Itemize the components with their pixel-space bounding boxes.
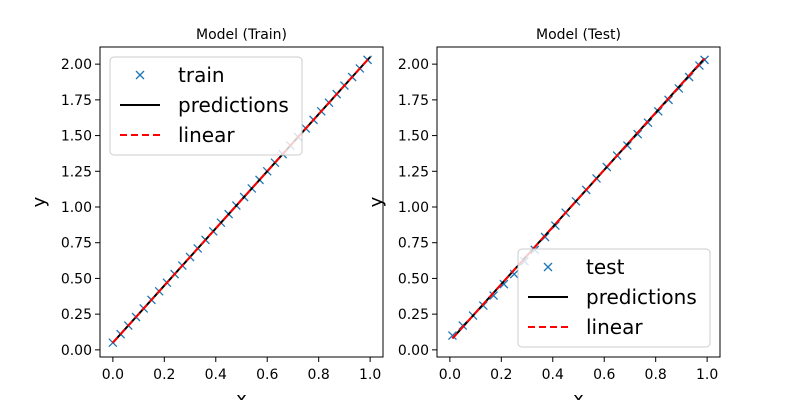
legend-label: test bbox=[586, 255, 625, 279]
x-axis-label: x bbox=[236, 389, 247, 400]
x-tick-label: 0.4 bbox=[542, 367, 564, 383]
y-tick-label: 0.00 bbox=[61, 343, 92, 359]
data-point bbox=[489, 291, 499, 301]
legend-entry-train: train bbox=[135, 63, 225, 87]
chart-title: Model (Test) bbox=[536, 27, 621, 43]
series-line-linear bbox=[112, 56, 371, 344]
legend-entry-predictions: predictions bbox=[528, 285, 697, 309]
legend-entry-linear: linear bbox=[528, 315, 643, 339]
chart-panel-1: Model (Train) 0.0 0.2 0.4 0.6 0.8 1.0 0.00 0.25 0… bbox=[29, 27, 384, 400]
legend-label: predictions bbox=[586, 285, 697, 309]
x-tick-label: 0.6 bbox=[593, 367, 615, 383]
x-tick-label: 1.0 bbox=[696, 367, 718, 383]
y-tick-label: 2.00 bbox=[398, 57, 429, 73]
x-tick-label: 0.2 bbox=[153, 367, 175, 383]
y-tick-label: 1.25 bbox=[398, 164, 429, 180]
x-tick-label: 0.0 bbox=[439, 367, 461, 383]
legend-label: linear bbox=[586, 315, 643, 339]
y-tick-label: 0.50 bbox=[61, 271, 92, 287]
y-tick-label: 1.25 bbox=[61, 164, 92, 180]
data-point bbox=[499, 279, 509, 289]
y-tick-label: 1.75 bbox=[398, 93, 429, 109]
legend-marker bbox=[543, 262, 553, 272]
y-tick-label: 0.50 bbox=[398, 271, 429, 287]
y-tick-label: 0.00 bbox=[398, 343, 429, 359]
y-tick-label: 0.25 bbox=[61, 307, 92, 323]
y-tick-label: 0.25 bbox=[398, 307, 429, 323]
y-tick-label: 1.00 bbox=[398, 200, 429, 216]
legend-label: train bbox=[178, 63, 225, 87]
legend-label: predictions bbox=[178, 93, 289, 117]
y-tick-label: 0.75 bbox=[61, 236, 92, 252]
x-tick-label: 0.8 bbox=[645, 367, 667, 383]
data-point bbox=[447, 331, 457, 341]
legend: train predictions linear bbox=[109, 56, 303, 156]
chart-title: Model (Train) bbox=[196, 27, 287, 43]
chart-panel-2: Model (Test) 0.0 0.2 0.4 0.6 0.8 1.0 0.00 0.25 0.… bbox=[366, 27, 721, 400]
legend-marker bbox=[135, 70, 145, 80]
y-tick-label: 1.75 bbox=[61, 93, 92, 109]
y-tick-label: 1.00 bbox=[61, 200, 92, 216]
legend-box bbox=[109, 56, 303, 156]
x-tick-label: 0.0 bbox=[102, 367, 124, 383]
y-tick-label: 0.75 bbox=[398, 236, 429, 252]
x-tick-label: 0.2 bbox=[490, 367, 512, 383]
x-tick-label: 0.6 bbox=[256, 367, 278, 383]
legend-entry-test: test bbox=[543, 255, 625, 279]
series-line-linear bbox=[451, 57, 706, 340]
legend-entry-predictions: predictions bbox=[120, 93, 289, 117]
x-tick-label: 0.8 bbox=[308, 367, 330, 383]
y-axis-label: y bbox=[366, 196, 387, 207]
x-tick-label: 0.4 bbox=[205, 367, 227, 383]
legend: test predictions linear bbox=[517, 248, 711, 348]
x-axis-label: x bbox=[573, 389, 584, 400]
y-tick-label: 2.00 bbox=[61, 57, 92, 73]
legend-label: linear bbox=[178, 123, 235, 147]
legend-box bbox=[517, 248, 711, 348]
y-tick-label: 1.50 bbox=[398, 129, 429, 145]
x-tick-label: 1.0 bbox=[359, 367, 381, 383]
y-axis-label: y bbox=[29, 196, 50, 207]
legend-entry-linear: linear bbox=[120, 123, 235, 147]
y-tick-label: 1.50 bbox=[61, 129, 92, 145]
